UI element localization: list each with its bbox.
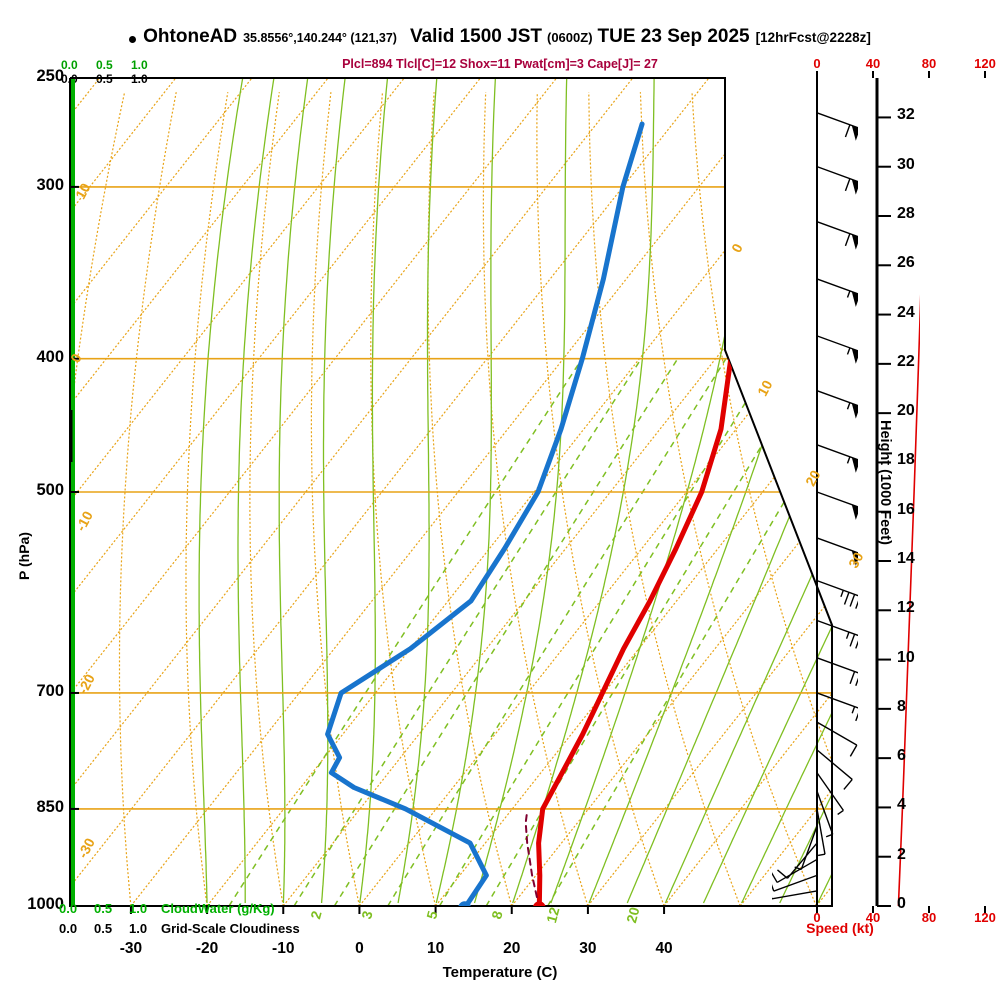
pressure-tick-700: 700 bbox=[36, 681, 64, 700]
temperature-tick-40: 40 bbox=[655, 940, 673, 957]
cloudiness-bottom-tick-0: 0.0 bbox=[59, 921, 78, 936]
cloudwater-top-tick-1: 0.5 bbox=[96, 58, 113, 72]
temperature-tick-10: 10 bbox=[426, 940, 445, 957]
isotherm-label-6: 10 bbox=[754, 377, 776, 399]
isotherm-label-2: -10 bbox=[72, 508, 96, 534]
cloudiness-top-tick-1: 0.5 bbox=[96, 72, 113, 86]
cloudwater-bottom-tick-0: 0.0 bbox=[59, 901, 78, 916]
header: OhtoneAD 35.8556°,140.244° (121,37) Vali… bbox=[0, 26, 1000, 52]
axis-ticks bbox=[70, 71, 986, 914]
wind-barb-column bbox=[772, 112, 858, 906]
pressure-tick-500: 500 bbox=[36, 481, 64, 499]
station-marker-icon bbox=[129, 35, 137, 43]
speed-tick-top-40: 40 bbox=[865, 56, 881, 71]
forecast-tag: [12hrFcst@2228z] bbox=[755, 30, 871, 45]
isotherm-label-0: 10 bbox=[72, 180, 94, 202]
speed-tick-bottom-120: 120 bbox=[974, 910, 996, 925]
pressure-tick-1000: 1000 bbox=[27, 895, 64, 913]
pressure-tick-300: 300 bbox=[36, 175, 64, 194]
speed-tick-bottom-0: 0 bbox=[813, 910, 821, 925]
temperature-axis-title: Temperature (C) bbox=[442, 964, 558, 981]
speed-axis-title: Speed (kt) bbox=[806, 920, 874, 936]
isotherm-label-5: 0 bbox=[728, 240, 746, 256]
isotherm-label-1: 0 bbox=[67, 350, 85, 366]
height-tick-2: 2 bbox=[897, 845, 906, 863]
cloudwater-bottom-label: CloudWater (g/Kg) bbox=[161, 901, 275, 916]
mixing-ratio-label-4: 12 bbox=[543, 905, 563, 925]
cloudiness-bottom-tick-2: 1.0 bbox=[129, 921, 148, 936]
height-tick-28: 28 bbox=[897, 205, 915, 222]
isotherm-label-4: -30 bbox=[74, 835, 98, 861]
isotherm-label-8: 30 bbox=[845, 549, 867, 571]
speed-tick-bottom-40: 40 bbox=[865, 910, 881, 925]
height-tick-4: 4 bbox=[897, 796, 906, 814]
height-tick-24: 24 bbox=[897, 303, 915, 321]
height-tick-12: 12 bbox=[897, 599, 915, 617]
cloudwater-bottom-tick-1: 0.5 bbox=[94, 901, 113, 916]
pressure-axis-title: P (hPa) bbox=[16, 532, 32, 580]
cloudiness-bottom-tick-1: 0.5 bbox=[94, 921, 113, 936]
pressure-tick-250: 250 bbox=[36, 67, 64, 85]
valid-time: Valid 1500 JST bbox=[409, 26, 542, 47]
temperature-tick-0: 0 bbox=[355, 940, 364, 957]
height-tick-16: 16 bbox=[897, 500, 915, 518]
speed-tick-top-80: 80 bbox=[921, 56, 937, 71]
station-name: OhtoneAD bbox=[143, 26, 238, 47]
temperature-tick-20: 20 bbox=[503, 940, 521, 957]
height-tick-8: 8 bbox=[897, 697, 906, 715]
height-tick-20: 20 bbox=[897, 402, 915, 420]
speed-tick-top-120: 120 bbox=[974, 56, 996, 71]
valid-date: TUE 23 Sep 2025 bbox=[597, 26, 750, 47]
mixing-ratio-label-5: 20 bbox=[623, 905, 643, 925]
temperature-tick--20: -20 bbox=[195, 940, 219, 957]
mixing-ratio-label-1: 3 bbox=[358, 909, 376, 921]
temperature-tick--30: -30 bbox=[119, 940, 143, 957]
height-tick-14: 14 bbox=[897, 550, 915, 567]
isotherm-label-3: -20 bbox=[74, 671, 98, 697]
sounding-stats: Plcl=894 Tlcl[C]=12 Shox=11 Pwat[cm]=3 C… bbox=[342, 57, 658, 71]
cloudwater-top-tick-0: 0.0 bbox=[61, 58, 78, 72]
cloudwater-top-tick-2: 1.0 bbox=[131, 58, 148, 72]
pressure-tick-400: 400 bbox=[36, 347, 64, 366]
speed-tick-top-0: 0 bbox=[813, 56, 821, 71]
mixing-ratio-label-3: 8 bbox=[488, 909, 506, 921]
mixing-ratio-label-2: 5 bbox=[423, 909, 441, 921]
temperature-tick-30: 30 bbox=[579, 940, 597, 957]
height-tick-32: 32 bbox=[897, 106, 915, 124]
height-tick-26: 26 bbox=[897, 254, 915, 272]
plot-frame bbox=[69, 77, 879, 907]
speed-tick-bottom-80: 80 bbox=[921, 910, 937, 925]
height-tick-0: 0 bbox=[897, 895, 906, 912]
background-grid bbox=[70, 78, 832, 906]
cloudiness-top-tick-2: 1.0 bbox=[131, 72, 148, 86]
cloudiness-bottom-label: Grid-Scale Cloudiness bbox=[161, 921, 300, 936]
height-tick-6: 6 bbox=[897, 747, 906, 765]
height-tick-22: 22 bbox=[897, 352, 915, 370]
sounding-curves bbox=[325, 78, 758, 906]
pressure-tick-850: 850 bbox=[36, 797, 64, 816]
height-tick-10: 10 bbox=[897, 648, 915, 666]
temperature-tick--10: -10 bbox=[272, 940, 295, 957]
isotherm-label-7: 20 bbox=[802, 467, 824, 489]
cloudwater-bottom-tick-2: 1.0 bbox=[129, 901, 148, 916]
height-axis-title: Height (1000 Feet) bbox=[877, 420, 893, 545]
station-coordinates: 35.8556°,140.244° (121,37) bbox=[243, 31, 397, 45]
mixing-ratio-label-0: 2 bbox=[307, 909, 325, 921]
height-tick-18: 18 bbox=[897, 451, 915, 469]
valid-time-zulu: (0600Z) bbox=[547, 30, 593, 45]
height-tick-30: 30 bbox=[897, 155, 915, 173]
